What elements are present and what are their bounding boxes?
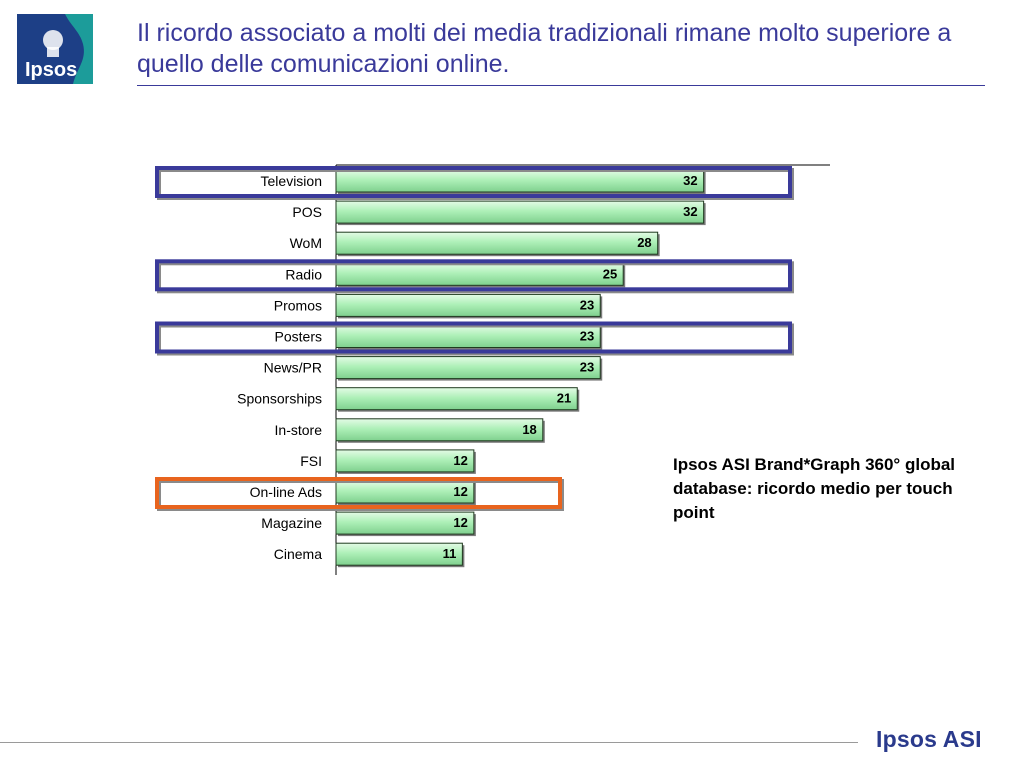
footer-divider xyxy=(0,742,858,743)
bar-promos xyxy=(335,293,601,317)
value-label-cinema: 11 xyxy=(443,546,457,561)
value-label-news-pr: 23 xyxy=(580,360,594,375)
logo-text: Ipsos xyxy=(25,59,77,81)
category-label-news-pr: News/PR xyxy=(264,360,322,376)
category-label-radio: Radio xyxy=(285,266,322,282)
value-label-on-line-ads: 12 xyxy=(453,484,467,499)
value-label-radio: 25 xyxy=(603,266,617,281)
category-label-pos: POS xyxy=(292,204,322,220)
category-label-promos: Promos xyxy=(274,297,322,313)
category-label-television: Television xyxy=(261,173,322,189)
highlight-frame-posters xyxy=(155,321,792,354)
bar-radio xyxy=(335,262,624,286)
category-label-sponsorships: Sponsorships xyxy=(237,391,322,407)
value-label-magazine: 12 xyxy=(453,515,467,530)
bar-in-store xyxy=(335,418,544,442)
highlight-frame-radio xyxy=(155,259,792,292)
bar-sponsorships xyxy=(335,387,578,411)
category-label-in-store: In-store xyxy=(275,422,323,438)
category-label-fsi: FSI xyxy=(300,453,322,469)
bar-news-pr xyxy=(335,356,601,380)
value-label-wom: 28 xyxy=(637,235,651,250)
bar-pos xyxy=(335,200,705,224)
highlight-frame-television xyxy=(155,166,792,198)
highlight-frame-on-line-ads xyxy=(155,477,562,509)
value-label-in-store: 18 xyxy=(522,422,536,437)
value-label-promos: 23 xyxy=(580,297,594,312)
value-label-sponsorships: 21 xyxy=(557,391,571,406)
category-label-wom: WoM xyxy=(290,235,322,251)
bar-television xyxy=(335,169,705,193)
category-label-posters: Posters xyxy=(275,329,322,345)
title-divider xyxy=(137,85,985,86)
value-label-television: 32 xyxy=(683,173,697,188)
page-title: Il ricordo associato a molti dei media t… xyxy=(137,19,952,78)
value-label-pos: 32 xyxy=(683,204,697,219)
bar-fsi xyxy=(335,449,475,473)
category-label-on-line-ads: On-line Ads xyxy=(250,484,322,500)
bar-magazine xyxy=(335,511,475,535)
chart-note: Ipsos ASI Brand*Graph 360° global databa… xyxy=(673,455,956,522)
bar-cinema xyxy=(335,542,463,566)
value-label-fsi: 12 xyxy=(453,453,467,468)
ipsos-logo: Ipsos xyxy=(17,14,93,84)
bar-posters xyxy=(335,325,601,348)
value-label-posters: 23 xyxy=(580,329,594,344)
category-label-cinema: Cinema xyxy=(274,546,322,562)
footer-brand: Ipsos ASI xyxy=(876,726,982,752)
bar-wom xyxy=(335,231,659,255)
category-label-magazine: Magazine xyxy=(261,515,322,531)
